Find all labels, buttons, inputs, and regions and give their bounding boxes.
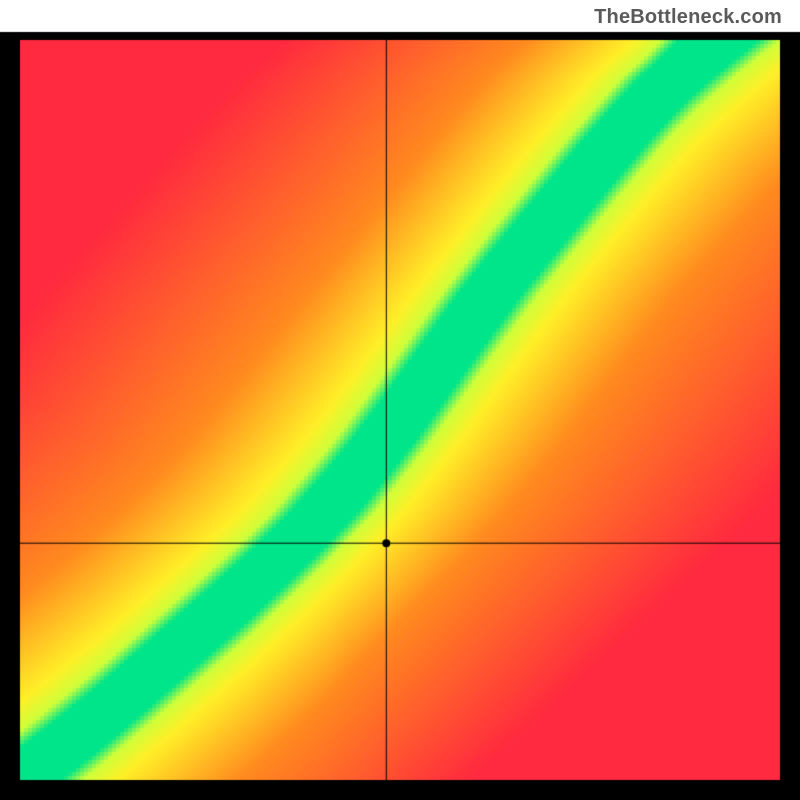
heatmap-canvas (0, 0, 800, 800)
chart-container: TheBottleneck.com (0, 0, 800, 800)
watermark-text: TheBottleneck.com (594, 6, 782, 29)
